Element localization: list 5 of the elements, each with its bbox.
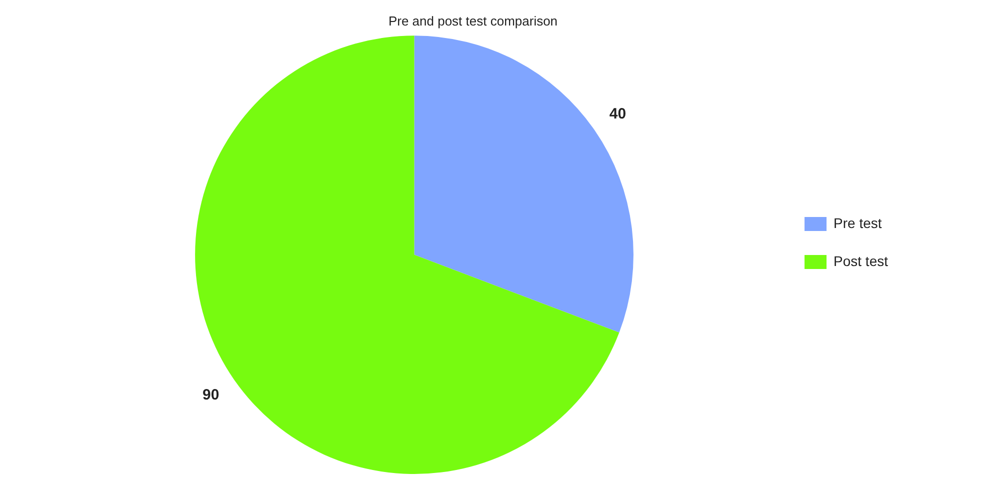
data-label: 90 <box>202 386 220 404</box>
chart-title: Pre and post test comparison <box>388 13 558 28</box>
data-label: 40 <box>609 106 626 123</box>
legend-label: Post test <box>834 252 888 269</box>
legend-label: Pre test <box>834 214 882 231</box>
